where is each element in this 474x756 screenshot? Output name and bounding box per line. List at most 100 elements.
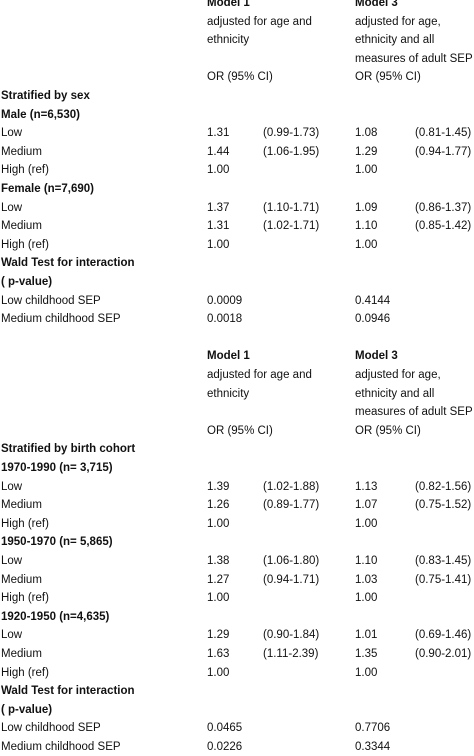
row-label: Medium — [1, 648, 42, 660]
model1-title: Model 1 — [207, 0, 250, 9]
model3-or: 1.08 — [355, 127, 378, 140]
wald-row: Medium childhood SEP 0.0018 0.0946 — [0, 310, 474, 328]
model1-ci: (1.06-1.95) — [263, 145, 320, 158]
header-row: ethnicity ethnicity and all — [0, 31, 474, 49]
model3-title: Model 3 — [355, 0, 398, 9]
model3-or: 1.00 — [355, 592, 378, 605]
model3-ci: (0.83-1.45) — [415, 555, 472, 567]
header-row: Model 1 Model 3 — [0, 347, 474, 365]
row-label: Medium — [1, 499, 42, 512]
model3-p-value: 0.3344 — [355, 741, 391, 753]
model1-or: 1.31 — [207, 220, 230, 233]
model1-or: 1.44 — [207, 145, 230, 158]
model1-or-label: OR (95% CI) — [207, 71, 273, 84]
wald-row-label: Low childhood SEP — [1, 294, 101, 307]
stratified-heading-row: Stratified by sex — [0, 87, 474, 105]
header-row: adjusted for age and adjusted for age, — [0, 366, 474, 384]
row-label: High (ref) — [1, 592, 49, 605]
model3-p-value: 0.7706 — [355, 722, 391, 735]
model3-or-label: OR (95% CI) — [355, 71, 421, 84]
table-row: Low 1.38 (1.06-1.80) 1.10 (0.83-1.45) — [0, 552, 474, 570]
model3-ci: (0.94-1.77) — [415, 145, 472, 158]
stratified-heading: Stratified by birth cohort — [1, 443, 136, 456]
model1-ci: (1.10-1.71) — [263, 201, 320, 214]
wald-test-subheading: ( p-value) — [1, 276, 53, 288]
model3-or-label: OR (95% CI) — [355, 424, 421, 437]
model1-p-value: 0.0009 — [207, 294, 243, 307]
wald-heading-row: Wald Test for interaction — [0, 682, 474, 700]
header-row: ethnicity ethnicity and all — [0, 385, 474, 403]
wald-row-label: Medium childhood SEP — [1, 741, 121, 753]
wald-row: Medium childhood SEP 0.0226 0.3344 — [0, 738, 474, 756]
model3-ci: (0.75-1.41) — [415, 573, 472, 586]
model1-description: adjusted for age and — [207, 369, 312, 381]
row-label: High (ref) — [1, 666, 49, 679]
row-label: Medium — [1, 573, 42, 586]
model1-ci: (0.90-1.84) — [263, 629, 320, 642]
model1-ci: (0.94-1.71) — [263, 573, 320, 586]
table-row: Low 1.29 (0.90-1.84) 1.01 (0.69-1.46) — [0, 626, 474, 644]
model1-ci: (1.06-1.80) — [263, 555, 320, 567]
model1-or: 1.38 — [207, 555, 230, 567]
model1-description: adjusted for age and — [207, 15, 312, 28]
stratified-heading-row: Stratified by birth cohort — [0, 440, 474, 458]
row-label: Low — [1, 555, 23, 567]
wald-test-subheading: ( p-value) — [1, 703, 53, 716]
model3-ci: (0.82-1.56) — [415, 480, 472, 493]
model3-ci: (0.81-1.45) — [415, 127, 472, 140]
or-label-row: OR (95% CI) OR (95% CI) — [0, 422, 474, 440]
group-heading: 1920-1950 (n=4,635) — [1, 610, 110, 623]
model3-or: 1.03 — [355, 573, 378, 586]
model3-or: 1.09 — [355, 201, 378, 214]
header-row: measures of adult SEP — [0, 50, 474, 68]
model3-ci: (0.86-1.37) — [415, 201, 472, 214]
header-row: Model 1 Model 3 — [0, 0, 474, 12]
model1-or-label: OR (95% CI) — [207, 424, 273, 437]
table-row: High (ref) 1.00 1.00 — [0, 236, 474, 254]
model3-title: Model 3 — [355, 350, 398, 363]
group-heading-row: 1970-1990 (n= 3,715) — [0, 459, 474, 477]
model1-description: ethnicity — [207, 387, 250, 400]
table-row: Low 1.31 (0.99-1.73) 1.08 (0.81-1.45) — [0, 124, 474, 142]
row-label: Low — [1, 480, 23, 493]
table-row: Medium 1.26 (0.89-1.77) 1.07 (0.75-1.52) — [0, 496, 474, 514]
model3-ci: (0.69-1.46) — [415, 629, 472, 642]
row-label: Medium — [1, 145, 42, 158]
model1-p-value: 0.0465 — [207, 722, 243, 735]
model3-or: 1.00 — [355, 517, 378, 530]
model3-or: 1.07 — [355, 499, 378, 512]
model1-ci: (1.02-1.71) — [263, 220, 320, 233]
row-label: Low — [1, 629, 23, 642]
model1-or: 1.00 — [207, 517, 230, 530]
wald-heading-row: ( p-value) — [0, 273, 474, 291]
model1-or: 1.31 — [207, 127, 230, 140]
model3-or: 1.29 — [355, 145, 378, 158]
table-row: Low 1.37 (1.10-1.71) 1.09 (0.86-1.37) — [0, 199, 474, 217]
row-label: High (ref) — [1, 164, 49, 177]
wald-row-label: Medium childhood SEP — [1, 313, 121, 326]
table-row: Low 1.39 (1.02-1.88) 1.13 (0.82-1.56) — [0, 478, 474, 496]
model1-or: 1.39 — [207, 480, 230, 493]
wald-row: Low childhood SEP 0.0009 0.4144 — [0, 292, 474, 310]
table-row: Medium 1.44 (1.06-1.95) 1.29 (0.94-1.77) — [0, 143, 474, 161]
model1-or: 1.29 — [207, 629, 230, 642]
group-heading: 1950-1970 (n= 5,865) — [1, 536, 113, 549]
model3-description: adjusted for age, — [355, 15, 441, 28]
model3-or: 1.10 — [355, 555, 378, 567]
model3-ci: (0.85-1.42) — [415, 220, 472, 233]
group-heading: 1970-1990 (n= 3,715) — [1, 462, 113, 474]
model3-description: ethnicity and all — [355, 34, 435, 47]
group-heading: Male (n=6,530) — [1, 108, 80, 121]
stratified-heading: Stratified by sex — [1, 90, 90, 102]
model1-p-value: 0.0018 — [207, 313, 243, 326]
row-label: Medium — [1, 220, 42, 233]
model3-description: measures of adult SEP — [355, 406, 473, 419]
or-label-row: OR (95% CI) OR (95% CI) — [0, 68, 474, 86]
model1-or: 1.00 — [207, 238, 230, 251]
wald-row: Low childhood SEP 0.0465 0.7706 — [0, 719, 474, 737]
table-row: High (ref) 1.00 1.00 — [0, 515, 474, 533]
model1-ci: (1.11-2.39) — [263, 648, 319, 660]
group-heading-row: 1950-1970 (n= 5,865) — [0, 533, 474, 551]
wald-row-label: Low childhood SEP — [1, 722, 101, 735]
wald-heading-row: Wald Test for interaction — [0, 254, 474, 272]
